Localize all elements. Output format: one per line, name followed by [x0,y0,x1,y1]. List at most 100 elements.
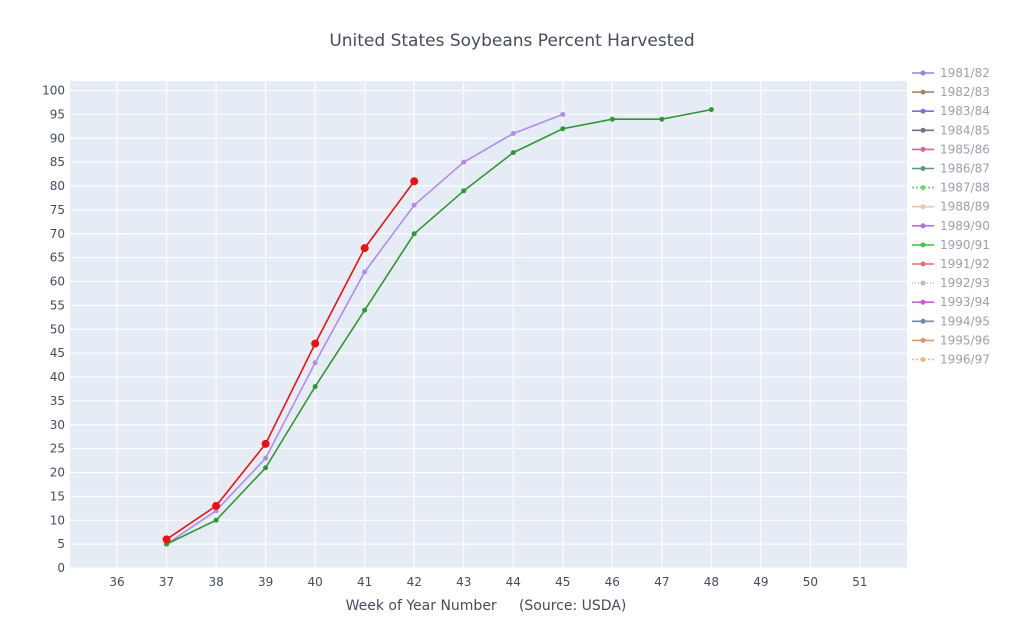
y-tick-label: 75 [50,203,65,217]
legend-label: 1985/86 [940,142,990,156]
legend-label: 1984/85 [940,123,990,137]
legend-marker [920,70,926,76]
data-point [263,465,269,471]
series-line-17 [166,108,712,545]
data-point [609,116,615,122]
data-point [212,501,221,510]
x-tick-label: 41 [357,575,372,589]
legend[interactable]: 1981/82 1982/83 1983/84 1984/85 1985/86 1986/… [912,66,990,367]
legend-label: 1988/89 [940,200,990,214]
legend-marker [920,89,926,95]
legend-item[interactable]: 1996/97 [912,353,990,367]
legend-label: 1987/88 [940,181,990,195]
y-tick-label: 40 [50,370,65,384]
x-tick-label: 46 [605,575,620,589]
legend-label: 1989/90 [940,219,990,233]
y-tick-label: 10 [50,513,65,527]
x-axis-title: Week of Year Number (Source: USDA) [346,598,627,614]
legend-label: 1981/82 [940,66,990,80]
legend-marker [920,357,926,362]
legend-marker [920,127,926,133]
gridlines [70,81,907,569]
legend-item[interactable]: 1993/94 [912,295,990,309]
series-line-18 [166,180,415,541]
x-tick-label: 44 [506,575,521,589]
y-tick-label: 95 [50,107,65,121]
legend-label: 1994/95 [940,314,990,328]
x-tick-label: 36 [109,575,124,589]
legend-label: 1983/84 [940,104,990,118]
legend-marker [920,166,926,171]
data-point [708,107,714,113]
legend-item[interactable]: 1982/83 [912,85,990,99]
x-tick-label: 48 [704,575,719,589]
legend-marker [920,280,926,286]
data-point [510,131,516,137]
data-point [659,116,665,122]
y-tick-label: 25 [50,442,65,456]
y-tick-label: 85 [50,155,65,169]
data-point [560,111,566,117]
legend-marker [920,185,926,191]
y-axis: 0 5 10 15 20 25 30 35 40 45 50 55 60 65 70 75 80 85 90 95 10… [42,84,65,575]
legend-label: 1991/92 [940,257,990,271]
legend-marker [920,242,926,248]
x-axis: 36 37 38 39 40 41 42 43 44 45 46 47 48 49 50 51 [109,575,867,589]
legend-label: 1986/87 [940,162,990,176]
x-tick-label: 45 [555,575,570,589]
data-point [362,307,368,313]
legend-item[interactable]: 1986/87 [912,162,990,176]
data-point [162,535,171,544]
legend-item[interactable]: 1990/91 [912,238,990,252]
legend-item[interactable]: 1994/95 [912,314,990,328]
y-tick-label: 80 [50,179,65,193]
legend-item[interactable]: 1995/96 [912,333,990,347]
x-tick-label: 39 [258,575,273,589]
data-point [312,360,318,366]
legend-label: 1995/96 [940,333,990,347]
legend-item[interactable]: 1987/88 [912,181,990,195]
x-tick-label: 50 [803,575,818,589]
legend-item[interactable]: 1991/92 [912,257,990,271]
legend-label: 1990/91 [940,238,990,252]
x-tick-label: 37 [159,575,174,589]
legend-item[interactable]: 1992/93 [912,276,990,290]
y-tick-label: 5 [57,537,65,551]
x-tick-label: 38 [208,575,223,589]
legend-item[interactable]: 1981/82 [912,66,990,80]
legend-item[interactable]: 1984/85 [912,123,990,137]
x-tick-label: 47 [654,575,669,589]
y-tick-label: 20 [50,466,65,480]
data-point [510,150,516,156]
y-tick-label: 50 [50,322,65,336]
y-tick-label: 100 [42,84,65,98]
legend-marker [920,337,926,343]
data-point [411,231,417,237]
data-point [560,126,566,132]
x-tick-label: 42 [407,575,422,589]
y-tick-label: 55 [50,298,65,312]
legend-marker [920,299,926,305]
legend-label: 1982/83 [940,85,990,99]
y-tick-label: 90 [50,131,65,145]
legend-marker [920,146,926,152]
data-point [312,384,318,390]
legend-marker [920,204,926,210]
legend-label: 1992/93 [940,276,990,290]
y-tick-label: 0 [57,561,65,575]
chart-title: United States Soybeans Percent Harvested [329,31,694,51]
legend-item[interactable]: 1985/86 [912,142,990,156]
data-point [263,455,269,461]
legend-item[interactable]: 1989/90 [912,219,990,233]
y-tick-label: 30 [50,418,65,432]
y-tick-label: 45 [50,346,65,360]
data-point [360,244,369,253]
legend-marker [920,261,926,267]
data-point [461,159,467,165]
legend-item[interactable]: 1988/89 [912,200,990,214]
legend-label: 1996/97 [940,353,990,367]
legend-item[interactable]: 1983/84 [912,104,990,118]
x-tick-label: 40 [308,575,323,589]
data-point [261,439,270,448]
